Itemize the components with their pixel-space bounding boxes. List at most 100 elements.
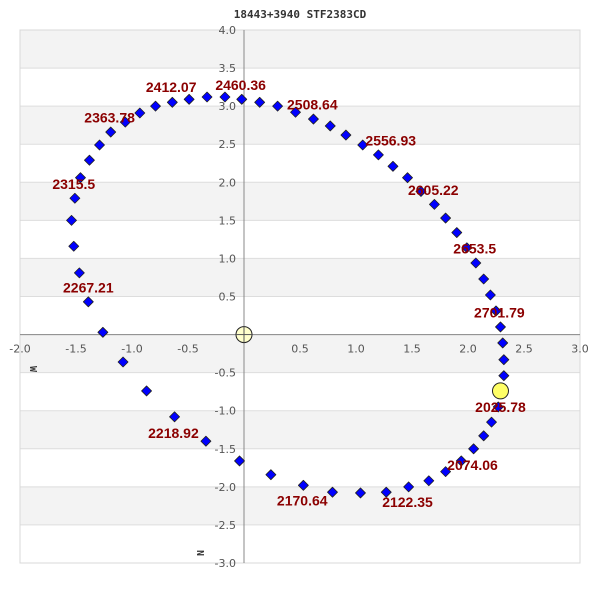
epoch-label: 2363.78 — [84, 110, 135, 126]
grid-band — [20, 486, 580, 525]
orbit-point — [219, 91, 231, 103]
orbit-point — [402, 172, 413, 184]
y-tick-label: 2.5 — [219, 138, 237, 151]
x-tick-label: -2.0 — [9, 343, 30, 356]
epoch-label: 2605.22 — [408, 182, 459, 198]
orbit-point — [498, 354, 510, 366]
orbit-point — [105, 126, 117, 138]
y-tick-label: -0.5 — [215, 367, 236, 380]
orbit-point — [428, 198, 440, 210]
axes — [20, 30, 580, 563]
orbit-point — [117, 356, 129, 368]
orbit-point — [403, 481, 415, 493]
x-tick-label: 2.5 — [515, 343, 533, 356]
epoch-label: 2508.64 — [287, 97, 338, 113]
epoch-label: 2267.21 — [63, 279, 114, 295]
orbit-point — [495, 321, 506, 333]
epoch-label: 2218.92 — [148, 425, 199, 441]
orbit-point — [234, 455, 245, 467]
epoch-label: 2122.35 — [382, 494, 433, 510]
epoch-label: 2460.36 — [215, 77, 266, 93]
epoch-labels: 2025.78 2074.06 2122.35 2170.64 2218.92 2267.… — [52, 77, 526, 510]
y-tick-label: -2.0 — [215, 481, 236, 494]
epoch-label: 2074.06 — [447, 457, 498, 473]
epoch-label: 2701.79 — [474, 304, 525, 320]
orbit-point — [468, 443, 480, 455]
y-tick-label: 1.5 — [219, 214, 237, 227]
orbit-point — [119, 116, 131, 128]
orbit-point — [183, 93, 195, 105]
epoch-label: 2556.93 — [365, 132, 416, 148]
orbit-point — [440, 212, 452, 224]
orbit-point — [486, 416, 497, 428]
orbit-point — [470, 257, 482, 269]
y-tick-label: 3.0 — [219, 100, 237, 113]
orbit-point — [461, 242, 473, 254]
orbit-point — [134, 107, 146, 119]
orbit-point — [82, 296, 94, 308]
orbit-point — [73, 267, 85, 279]
background-bands — [20, 30, 580, 525]
grid-band — [20, 182, 580, 221]
y-tick-label: -1.0 — [215, 405, 236, 418]
orbit-point — [387, 160, 399, 172]
x-tick-label: -1.5 — [65, 343, 86, 356]
orbit-point — [290, 106, 301, 118]
grid-band — [20, 30, 580, 69]
y-tick-label: 1.0 — [219, 252, 237, 265]
grid-band — [20, 410, 580, 449]
orbit-point — [169, 411, 180, 423]
epoch-label: 2653.5 — [453, 241, 496, 257]
epoch-label: 2170.64 — [277, 493, 328, 509]
orbit-point — [380, 486, 392, 498]
orbit-point — [141, 385, 152, 397]
orbit-point — [372, 149, 384, 161]
orbit-point — [423, 475, 435, 487]
orbit-points — [66, 91, 510, 499]
orbit-point — [497, 337, 509, 349]
orbit-point — [236, 93, 248, 105]
y-tick-label: 3.5 — [219, 62, 237, 75]
epoch-label: 2412.07 — [146, 79, 197, 95]
orbit-point — [94, 139, 105, 151]
orbit-point — [484, 289, 496, 301]
orbit-point — [84, 154, 95, 166]
orbit-point — [265, 469, 277, 481]
y-tick-label: -3.0 — [215, 557, 236, 570]
x-tick-label: 1.0 — [347, 343, 365, 356]
orbit-point — [254, 96, 266, 108]
orbit-point — [327, 486, 338, 498]
orbit-point — [68, 240, 80, 252]
tick-labels: -2.0 -1.5 -1.0 -0.5 0.5 1.0 1.5 2.0 2.5 3.0 4.0 3.5… — [9, 24, 588, 570]
orbit-point — [492, 401, 504, 413]
epoch-label: 2025.78 — [475, 399, 526, 415]
orbit-point — [478, 273, 490, 285]
x-tick-label: 1.5 — [403, 343, 421, 356]
orbit-point — [355, 487, 366, 499]
x-tick-label: 2.0 — [459, 343, 477, 356]
grid-band — [20, 334, 580, 373]
plot-frame — [19, 29, 581, 564]
chart-title: 18443+3940 STF2383CD — [234, 8, 367, 21]
orbit-point — [440, 466, 452, 478]
y-tick-label: 2.0 — [219, 176, 237, 189]
orbit-point — [490, 305, 502, 317]
orbit-point — [69, 192, 81, 204]
orbit-point — [498, 370, 510, 382]
y-tick-label: -1.5 — [215, 443, 236, 456]
orbit-point — [201, 91, 213, 103]
x-tick-label: 3.0 — [571, 343, 589, 356]
epoch-label: 2315.5 — [52, 176, 95, 192]
orbit-point — [297, 479, 309, 491]
orbit-point — [66, 214, 77, 226]
orbit-point — [166, 96, 178, 108]
x-tick-label: -0.5 — [177, 343, 198, 356]
orbit-point — [451, 227, 463, 238]
orbit-point — [97, 326, 109, 338]
x-axis-label: W — [27, 366, 38, 373]
orbit-point — [340, 129, 352, 141]
y-axis-label: N — [194, 550, 205, 556]
orbit-point — [478, 430, 490, 442]
x-tick-label: -1.0 — [121, 343, 142, 356]
